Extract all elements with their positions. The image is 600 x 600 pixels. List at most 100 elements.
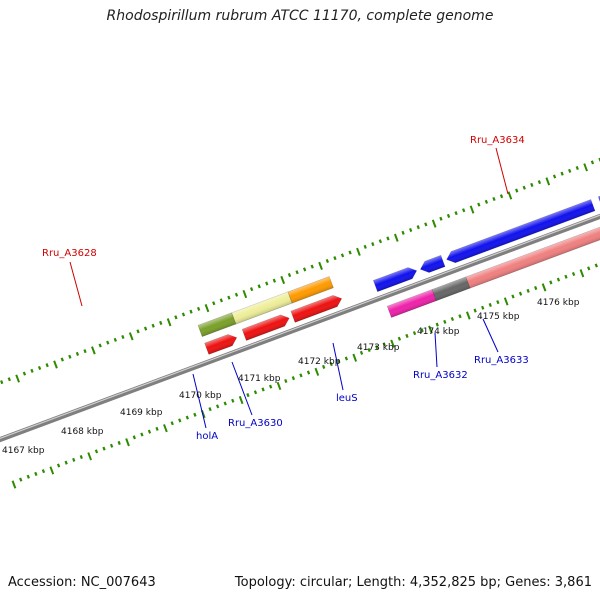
major-tick bbox=[318, 261, 323, 271]
feature-shading bbox=[420, 255, 446, 273]
major-tick bbox=[583, 163, 588, 172]
minor-tick bbox=[136, 329, 140, 334]
feature-shading bbox=[231, 291, 293, 325]
minor-tick bbox=[253, 390, 258, 395]
major-tick bbox=[11, 480, 17, 489]
minor-tick bbox=[488, 302, 492, 307]
minor-tick bbox=[64, 460, 68, 465]
scale-label: 4172 kbp bbox=[298, 357, 341, 367]
minor-tick bbox=[26, 474, 30, 479]
minor-tick bbox=[587, 266, 591, 271]
minor-tick bbox=[261, 387, 265, 392]
minor-tick bbox=[481, 305, 485, 310]
minor-tick bbox=[534, 286, 538, 291]
major-tick bbox=[352, 353, 358, 362]
minor-tick bbox=[337, 359, 341, 364]
scale-label: 4174 kbp bbox=[417, 327, 460, 337]
minor-tick bbox=[22, 371, 27, 376]
minor-tick bbox=[132, 435, 136, 440]
feature-block bbox=[431, 276, 471, 302]
genome-summary-text: Topology: circular; Length: 4,352,825 bp… bbox=[234, 575, 592, 590]
map-title: Rhodospirillum rubrum ATCC 11170, comple… bbox=[106, 8, 494, 24]
minor-tick bbox=[401, 230, 405, 235]
minor-tick bbox=[94, 449, 99, 454]
minor-tick bbox=[367, 347, 371, 353]
minor-tick bbox=[303, 267, 307, 272]
minor-tick bbox=[143, 326, 148, 331]
minor-tick bbox=[246, 393, 250, 398]
minor-tick bbox=[405, 333, 409, 338]
minor-tick bbox=[549, 280, 553, 285]
feature-shading bbox=[432, 276, 471, 301]
minor-tick bbox=[174, 315, 178, 320]
minor-tick bbox=[170, 421, 174, 426]
label-leader bbox=[231, 361, 253, 416]
major-tick bbox=[49, 466, 55, 475]
feature-arrow bbox=[290, 295, 343, 323]
minor-tick bbox=[435, 322, 439, 327]
major-tick bbox=[204, 304, 210, 313]
major-tick bbox=[431, 219, 437, 228]
minor-tick bbox=[363, 244, 367, 249]
lower-tick-row bbox=[11, 263, 598, 489]
feature-block bbox=[287, 276, 334, 304]
scale-label: 4170 kbp bbox=[179, 391, 222, 401]
minor-tick bbox=[56, 463, 61, 468]
minor-tick bbox=[552, 174, 557, 179]
feature-track bbox=[197, 189, 600, 355]
major-tick bbox=[280, 275, 286, 285]
gene-label: Rru_A3633 bbox=[474, 355, 529, 366]
scale-label: 4173 kbp bbox=[357, 343, 400, 353]
minor-tick bbox=[325, 258, 330, 264]
minor-tick bbox=[590, 160, 595, 165]
label-leader bbox=[482, 318, 499, 353]
feature-block bbox=[197, 312, 237, 337]
minor-tick bbox=[439, 216, 443, 221]
feature-shading bbox=[373, 267, 417, 292]
scale-label: 4167 kbp bbox=[2, 446, 45, 456]
major-tick bbox=[314, 367, 320, 376]
minor-tick bbox=[499, 194, 504, 199]
minor-tick bbox=[208, 407, 212, 412]
label-leader bbox=[434, 332, 438, 368]
minor-tick bbox=[215, 404, 220, 409]
feature-arrow bbox=[204, 334, 238, 355]
minor-tick bbox=[185, 415, 189, 420]
feature-block bbox=[465, 223, 600, 289]
feature-shading bbox=[465, 223, 600, 289]
minor-tick bbox=[446, 213, 451, 218]
scale-label: 4169 kbp bbox=[120, 408, 163, 418]
minor-tick bbox=[72, 457, 76, 462]
gene-label: Rru_A3628 bbox=[42, 248, 97, 259]
minor-tick bbox=[75, 351, 80, 356]
major-tick bbox=[503, 297, 509, 306]
minor-tick bbox=[564, 274, 568, 279]
major-tick bbox=[469, 205, 475, 214]
minor-tick bbox=[30, 368, 34, 373]
feature-arrow bbox=[241, 314, 290, 341]
minor-tick bbox=[249, 287, 254, 292]
major-tick bbox=[465, 311, 471, 320]
minor-tick bbox=[518, 291, 523, 296]
minor-tick bbox=[462, 208, 466, 213]
major-tick bbox=[356, 247, 361, 256]
minor-tick bbox=[193, 412, 197, 417]
minor-tick bbox=[257, 284, 261, 289]
minor-tick bbox=[458, 314, 462, 319]
minor-tick bbox=[147, 429, 152, 434]
minor-tick bbox=[306, 370, 311, 375]
upper-tick-row bbox=[0, 157, 600, 385]
gene-label: Rru_A3630 bbox=[228, 418, 283, 429]
minor-tick bbox=[511, 294, 515, 299]
minor-tick bbox=[227, 295, 231, 300]
minor-tick bbox=[348, 250, 352, 255]
scale-label: 4175 kbp bbox=[477, 312, 520, 322]
scale-label: 4176 kbp bbox=[537, 298, 580, 308]
major-tick bbox=[87, 452, 93, 461]
feature-arrow bbox=[446, 199, 596, 264]
minor-tick bbox=[594, 263, 598, 268]
feature-shading bbox=[287, 276, 334, 304]
gene-label: Rru_A3634 bbox=[470, 135, 525, 146]
minor-tick bbox=[234, 292, 239, 297]
minor-tick bbox=[68, 354, 72, 359]
